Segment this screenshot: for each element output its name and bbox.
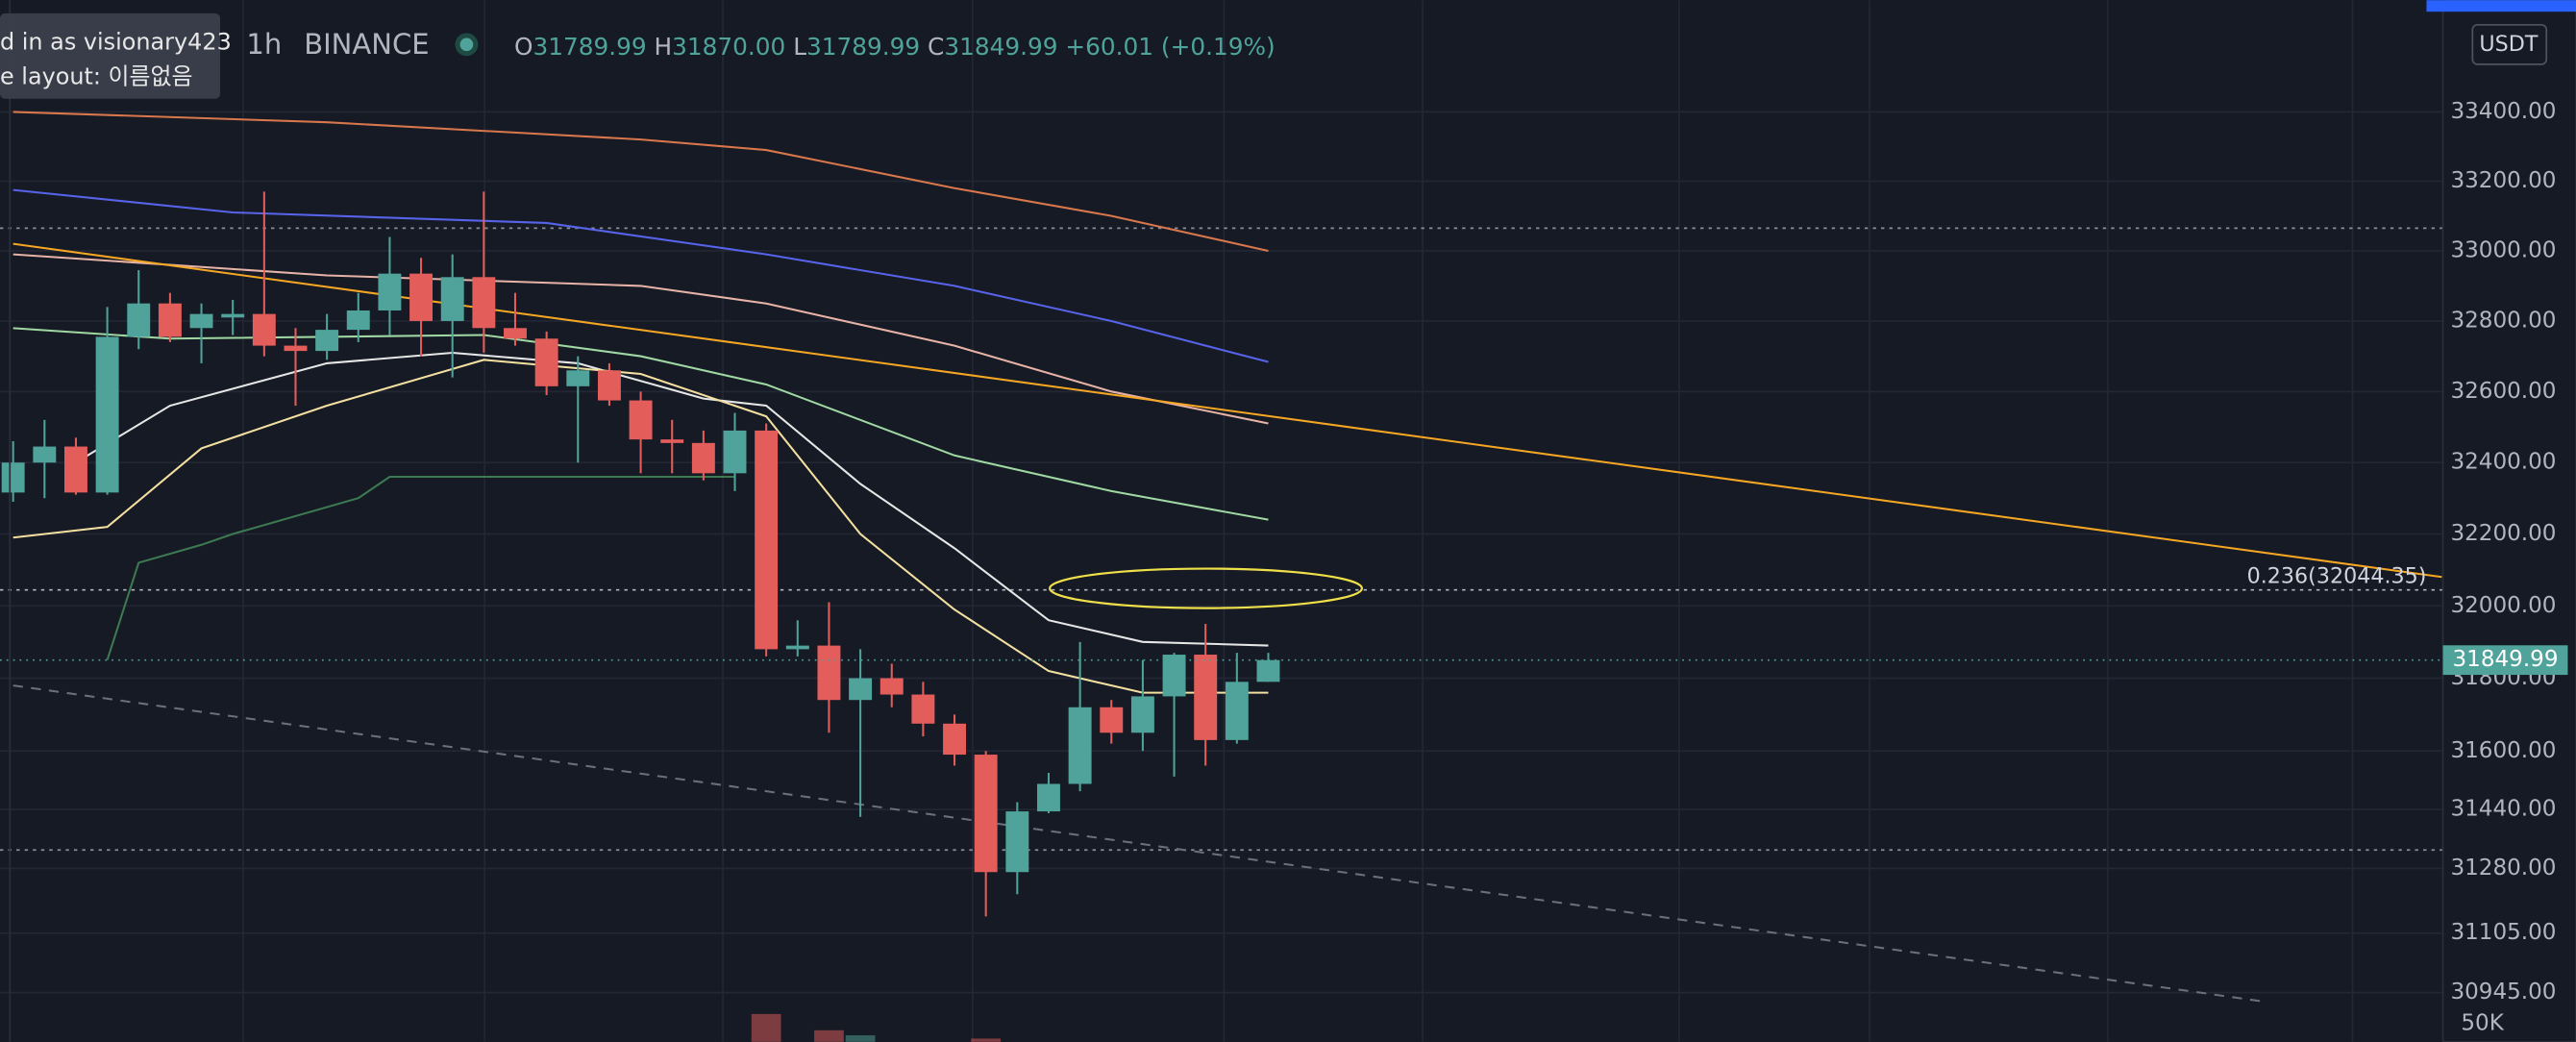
candle-body (849, 678, 873, 701)
candle-body (189, 313, 213, 329)
indicator-line (106, 475, 735, 660)
candle-body (597, 370, 621, 401)
high-label: H (655, 33, 673, 61)
candle-body (33, 446, 57, 463)
y-tick-label: 33200.00 (2450, 168, 2556, 193)
candle-body (252, 313, 276, 346)
candle-body (911, 694, 935, 724)
candle-body (943, 723, 966, 756)
low-value: 31789.99 (806, 33, 920, 61)
top-bar (2426, 0, 2576, 12)
volume-bar (845, 1035, 876, 1042)
y-tick-label: 32600.00 (2450, 379, 2556, 404)
ohlc-legend: O31789.99 H31870.00 L31789.99 C31849.99 … (514, 33, 1276, 61)
y-tick-label: 32200.00 (2450, 521, 2556, 546)
candle-body (1005, 811, 1029, 873)
open-value: 31789.99 (533, 33, 646, 61)
y-tick-label: 30945.00 (2450, 980, 2556, 1005)
exchange: BINANCE (304, 28, 429, 61)
candle-body (409, 273, 433, 321)
volume-bar (814, 1030, 844, 1042)
candle-body (534, 338, 558, 386)
candle-body (1037, 783, 1060, 812)
high-value: 31870.00 (672, 33, 785, 61)
volume-bar (971, 1038, 1002, 1042)
candle-body (440, 277, 464, 321)
drawing-ellipse (1049, 567, 1364, 609)
candle-body (785, 645, 809, 650)
candle-body (472, 277, 496, 329)
candle-body (284, 345, 308, 352)
candle-body (974, 755, 998, 873)
candle-body (1068, 707, 1092, 784)
interval[interactable]: 1h (246, 28, 282, 61)
y-tick-label: 31600.00 (2450, 738, 2556, 763)
close-value: 31849.99 (944, 33, 1057, 61)
volume-bar (751, 1013, 781, 1042)
indicator-line (12, 253, 1269, 425)
candle-body (504, 328, 527, 339)
candle-body (691, 442, 715, 474)
candle-body (1256, 659, 1280, 682)
status-dot (459, 37, 474, 52)
candle-body (1130, 696, 1154, 733)
tooltip-login: d in as visionary423 (0, 29, 232, 56)
candle-body (660, 439, 684, 443)
candle-body (1100, 707, 1124, 733)
candle-body (221, 313, 245, 318)
indicator-line (12, 359, 1269, 694)
indicator-line (12, 188, 1269, 363)
change: +60.01 (+0.19%) (1065, 33, 1275, 61)
candle-body (1162, 655, 1186, 697)
candle-body (817, 645, 841, 701)
candle-body (158, 303, 182, 337)
indicator-line (12, 327, 1269, 521)
tooltip (0, 12, 221, 99)
volume-tick-label: 50K (2461, 1011, 2504, 1036)
candle-body (127, 303, 151, 337)
y-tick-label: 32000.00 (2450, 593, 2556, 618)
candle-body (1, 462, 25, 493)
candle-body (1225, 682, 1249, 740)
y-tick-label: 31280.00 (2450, 856, 2556, 881)
fib-label: 0.236(32044.35) (2247, 563, 2427, 588)
y-tick-label: 33000.00 (2450, 237, 2556, 262)
last-price-label: 31849.99 (2452, 647, 2558, 672)
tooltip-layout: e layout: 이름없음 (0, 63, 193, 90)
candle-body (629, 400, 653, 440)
y-tick-label: 32800.00 (2450, 308, 2556, 333)
indicator-line (75, 351, 1269, 647)
candle-body (755, 430, 779, 650)
open-label: O (514, 33, 533, 61)
y-tick-label: 31105.00 (2450, 920, 2556, 945)
candle-body (346, 310, 370, 331)
candle-body (723, 430, 747, 474)
candle-body (95, 336, 119, 493)
price-axis: 33400.00 33200.00 33000.00 32800.00 32600.00… (2441, 0, 2576, 1042)
currency: USDT (2479, 32, 2538, 57)
candle-body (566, 370, 590, 386)
candle-body (315, 330, 339, 352)
candle-body (879, 678, 904, 695)
candle-body (1194, 655, 1218, 740)
candle-body (64, 446, 87, 493)
y-tick-label: 33400.00 (2450, 99, 2556, 124)
close-label: C (928, 33, 944, 61)
plot (0, 111, 2443, 1004)
low-label: L (793, 33, 806, 61)
y-tick-label: 31440.00 (2450, 797, 2556, 822)
last-price-box (2442, 645, 2568, 676)
candle-body (378, 273, 402, 310)
currency-box (2471, 23, 2548, 65)
indicator-line (12, 111, 1269, 253)
y-tick-label: 32400.00 (2450, 450, 2556, 475)
